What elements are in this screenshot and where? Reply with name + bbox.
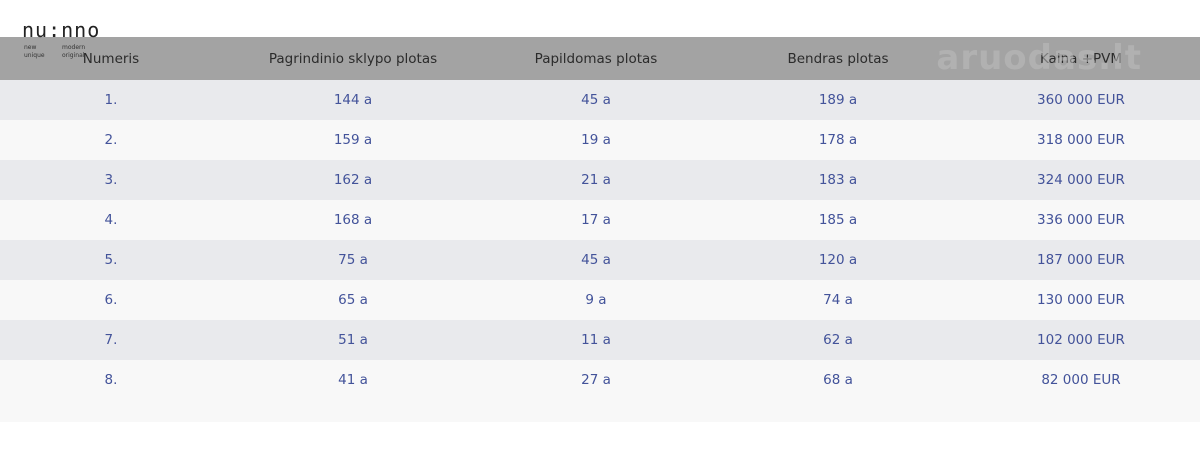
header-cell: Kaina +PVM: [1039, 50, 1123, 67]
table-cell: 336 000 EUR: [1037, 212, 1125, 228]
table-cell: 19 a: [581, 132, 611, 148]
watermark: aruodas.lt: [936, 38, 1142, 78]
table-cell: 187 000 EUR: [1037, 252, 1125, 268]
table-footer-space: [0, 400, 1200, 422]
table-cell: 9 a: [585, 292, 607, 308]
table-row: 7. 51 a 11 a 62 a 102 000 EUR: [0, 320, 1200, 360]
header-cell: Bendras plotas: [787, 50, 889, 67]
table-cell: 17 a: [581, 212, 611, 228]
table-cell: 74 a: [823, 292, 853, 308]
table-cell: 159 a: [333, 132, 373, 148]
table-cell: 318 000 EUR: [1037, 132, 1125, 148]
table-row: 8. 41 a 27 a 68 a 82 000 EUR: [0, 360, 1200, 400]
table-cell: 178 a: [818, 132, 858, 148]
table-cell: 68 a: [823, 372, 853, 388]
table-cell: 41 a: [338, 372, 368, 388]
price-table: Numeris Pagrindinio sklypo plotas Papildom…: [0, 37, 1200, 422]
table-cell: 82 000 EUR: [1041, 372, 1121, 388]
table-cell: 45 a: [581, 252, 611, 268]
table-cell: 144 a: [333, 92, 373, 108]
logo-word: new: [24, 44, 37, 51]
table-cell: 324 000 EUR: [1037, 172, 1125, 188]
table-row: 2. 159 a 19 a 178 a 318 000 EUR: [0, 120, 1200, 160]
table-cell: 120 a: [818, 252, 858, 268]
table-cell: 168 a: [333, 212, 373, 228]
table-cell: 162 a: [333, 172, 373, 188]
header-cell: Papildomas plotas: [534, 50, 658, 67]
table-cell: 7.: [104, 332, 118, 348]
table-row: 5. 75 a 45 a 120 a 187 000 EUR: [0, 240, 1200, 280]
table-cell: 65 a: [338, 292, 368, 308]
table-cell: 62 a: [823, 332, 853, 348]
logo-word: modern: [62, 44, 86, 51]
table-row: 4. 168 a 17 a 185 a 336 000 EUR: [0, 200, 1200, 240]
table-cell: 45 a: [581, 92, 611, 108]
table-cell: 11 a: [581, 332, 611, 348]
table-cell: 4.: [104, 212, 118, 228]
table-cell: 189 a: [818, 92, 858, 108]
table-cell: 5.: [104, 252, 118, 268]
table-cell: 185 a: [818, 212, 858, 228]
table-cell: 130 000 EUR: [1037, 292, 1125, 308]
table-cell: 27 a: [581, 372, 611, 388]
table-cell: 75 a: [338, 252, 368, 268]
table-row: 6. 65 a 9 a 74 a 130 000 EUR: [0, 280, 1200, 320]
table-cell: 2.: [104, 132, 118, 148]
table-cell: 102 000 EUR: [1037, 332, 1125, 348]
table-cell: 8.: [104, 372, 118, 388]
header-row: Numeris Pagrindinio sklypo plotas Papildom…: [0, 37, 1200, 80]
table-row: 1. 144 a 45 a 189 a 360 000 EUR: [0, 80, 1200, 120]
table-cell: 21 a: [581, 172, 611, 188]
logo[interactable]: nu:nno new unique modern original: [22, 18, 101, 59]
table-cell: 183 a: [818, 172, 858, 188]
table-row: 3. 162 a 21 a 183 a 324 000 EUR: [0, 160, 1200, 200]
logo-word: original: [62, 52, 85, 59]
logo-mark: nu:nno: [22, 18, 101, 42]
header-cell: Pagrindinio sklypo plotas: [268, 50, 438, 67]
logo-word: unique: [24, 52, 45, 59]
table-cell: 3.: [104, 172, 118, 188]
table-cell: 6.: [104, 292, 118, 308]
header-cell: Numeris: [82, 50, 140, 67]
table-cell: 51 a: [338, 332, 368, 348]
table-body: 1. 144 a 45 a 189 a 360 000 EUR 2. 159 a 19 a 17…: [0, 80, 1200, 400]
table-cell: 360 000 EUR: [1037, 92, 1125, 108]
table-cell: 1.: [104, 92, 118, 108]
